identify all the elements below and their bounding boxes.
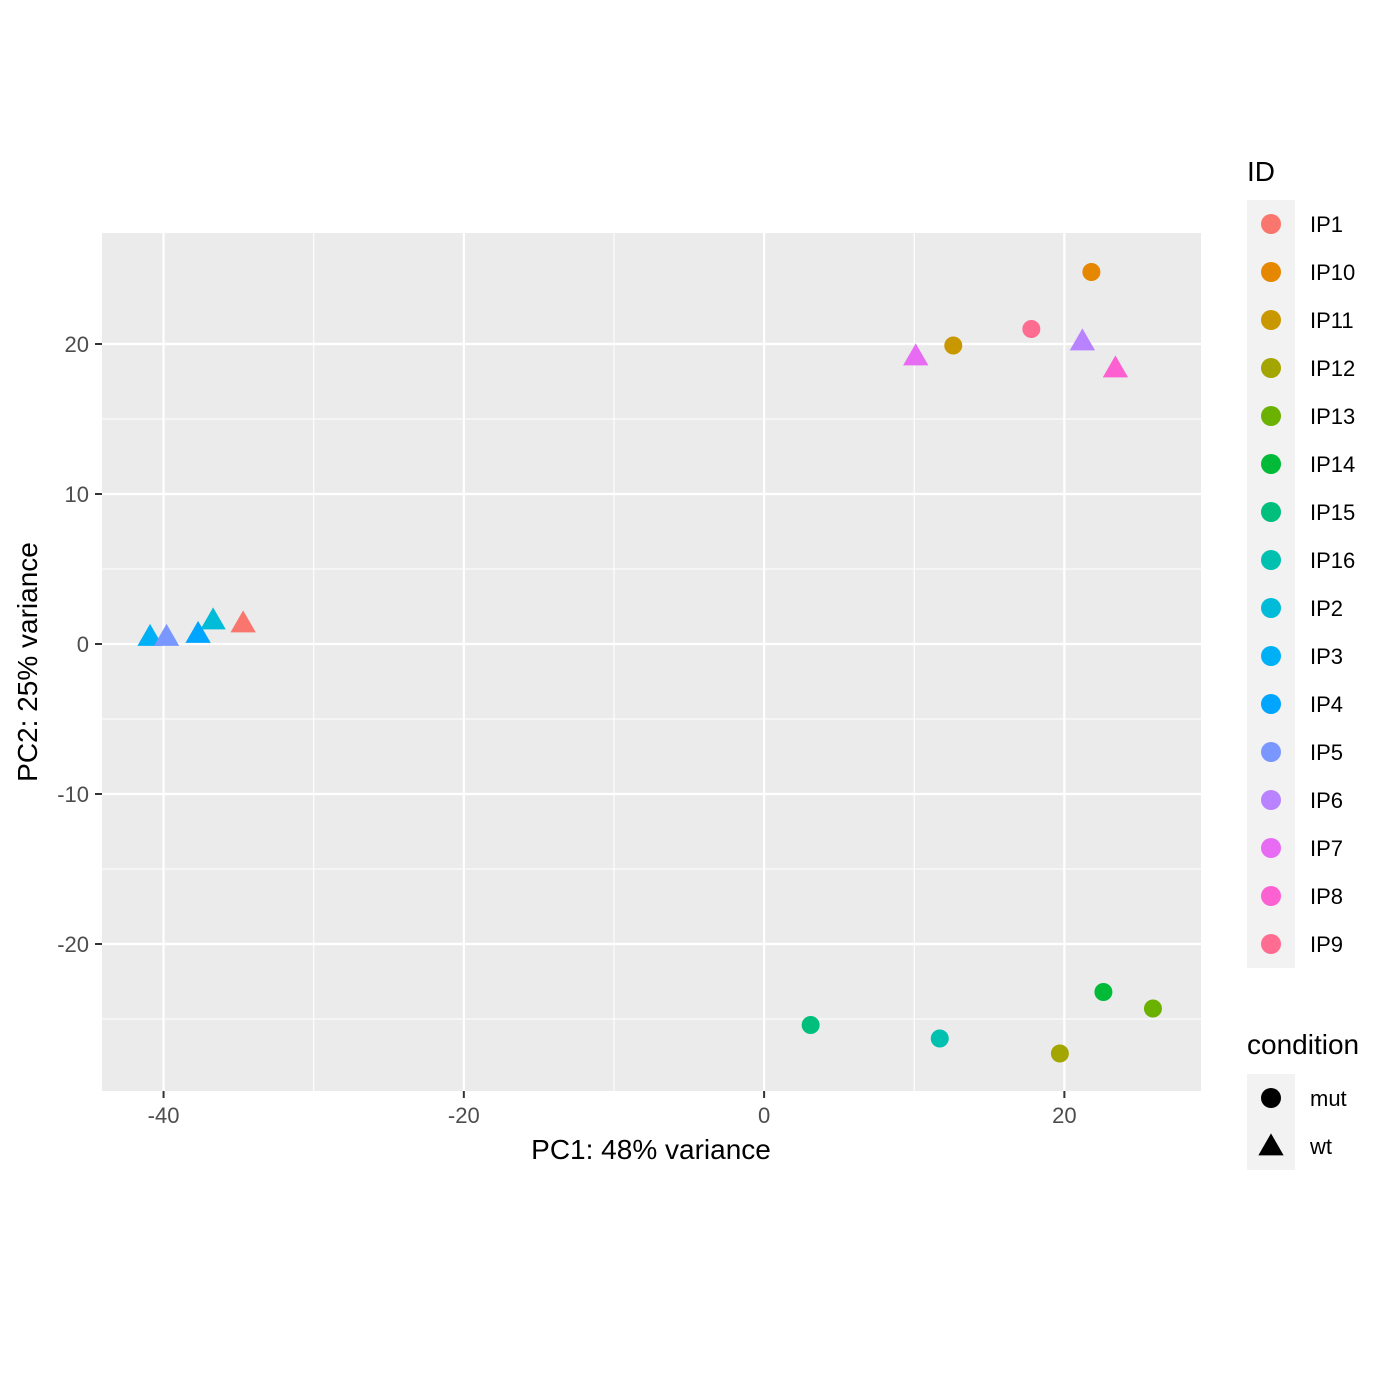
legend-key-ip6 — [1261, 790, 1281, 810]
y-tick-label: 0 — [77, 632, 89, 657]
legend-key-ip16 — [1261, 550, 1281, 570]
point-ip13 — [1143, 999, 1162, 1018]
legend-label-ip3: IP3 — [1310, 644, 1343, 669]
legend-label-ip5: IP5 — [1310, 740, 1343, 765]
legend-label-ip8: IP8 — [1310, 884, 1343, 909]
legend-label-mut: mut — [1310, 1086, 1347, 1111]
x-tick-label: 0 — [758, 1103, 770, 1128]
legend-key-ip5 — [1261, 742, 1281, 762]
legend-key-mut — [1261, 1088, 1281, 1108]
y-tick-label: 10 — [65, 482, 89, 507]
y-axis-title: PC2: 25% variance — [12, 542, 43, 782]
point-ip6 — [1069, 328, 1096, 351]
legend-label-ip12: IP12 — [1310, 356, 1355, 381]
legend-label-ip16: IP16 — [1310, 548, 1355, 573]
legend-label-ip6: IP6 — [1310, 788, 1343, 813]
y-tick-label: -10 — [57, 782, 89, 807]
legend-label-ip1: IP1 — [1310, 212, 1343, 237]
point-ip8 — [1102, 355, 1129, 378]
legend-key-ip2 — [1261, 598, 1281, 618]
legend-label-ip15: IP15 — [1310, 500, 1355, 525]
point-ip14 — [1094, 983, 1113, 1001]
legend-key-ip9 — [1261, 934, 1281, 954]
legend-key-ip4 — [1261, 694, 1281, 714]
legend-key-ip10 — [1261, 262, 1281, 282]
legend-key-ip3 — [1261, 646, 1281, 666]
x-tick-label: -40 — [148, 1103, 180, 1128]
legend-label-ip13: IP13 — [1310, 404, 1355, 429]
x-tick-label: 20 — [1052, 1103, 1076, 1128]
legend-key-ip14 — [1261, 454, 1281, 474]
legend-label-ip7: IP7 — [1310, 836, 1343, 861]
legend-title-condition: condition — [1247, 1029, 1359, 1060]
point-ip7 — [903, 343, 929, 366]
point-ip16 — [930, 1029, 949, 1048]
legend-label-ip14: IP14 — [1310, 452, 1355, 477]
point-ip15 — [801, 1016, 820, 1034]
legend-label-ip2: IP2 — [1310, 596, 1343, 621]
legend-label-ip4: IP4 — [1310, 692, 1343, 717]
point-ip3 — [137, 623, 163, 646]
axis-ticks: -40 -20 0 20 -20 -10 0 10 20 — [57, 332, 1076, 1128]
legend-key-ip8 — [1261, 886, 1281, 906]
legend-key-ip11 — [1261, 310, 1281, 330]
point-ip5 — [153, 623, 180, 646]
y-tick-label: 20 — [65, 332, 89, 357]
point-ip11 — [944, 336, 963, 355]
data-points — [137, 263, 1162, 1063]
legend: ID IP1 IP10 IP11 IP12 IP13 IP14 IP15 IP16 IP2 IP3 I… — [1247, 156, 1359, 1170]
point-ip10 — [1082, 263, 1101, 281]
legend-key-ip7 — [1261, 838, 1281, 858]
legend-label-ip9: IP9 — [1310, 932, 1343, 957]
legend-label-ip10: IP10 — [1310, 260, 1355, 285]
legend-title-id: ID — [1247, 156, 1275, 187]
legend-key-ip13 — [1261, 406, 1281, 426]
legend-key-ip1 — [1261, 214, 1281, 234]
x-tick-label: -20 — [448, 1103, 480, 1128]
legend-key-ip12 — [1261, 358, 1281, 378]
point-ip4 — [185, 620, 211, 643]
panel-background — [102, 233, 1201, 1091]
legend-label-wt: wt — [1309, 1134, 1332, 1159]
legend-key-wt — [1258, 1133, 1284, 1156]
x-axis-title: PC1: 48% variance — [531, 1134, 771, 1165]
point-ip1 — [230, 610, 256, 633]
legend-key-ip15 — [1261, 502, 1281, 522]
legend-label-ip11: IP11 — [1310, 308, 1354, 333]
point-ip2 — [200, 607, 226, 630]
point-ip9 — [1022, 320, 1041, 338]
y-tick-label: -20 — [57, 932, 89, 957]
plot-panel — [102, 233, 1201, 1091]
point-ip12 — [1050, 1044, 1069, 1063]
